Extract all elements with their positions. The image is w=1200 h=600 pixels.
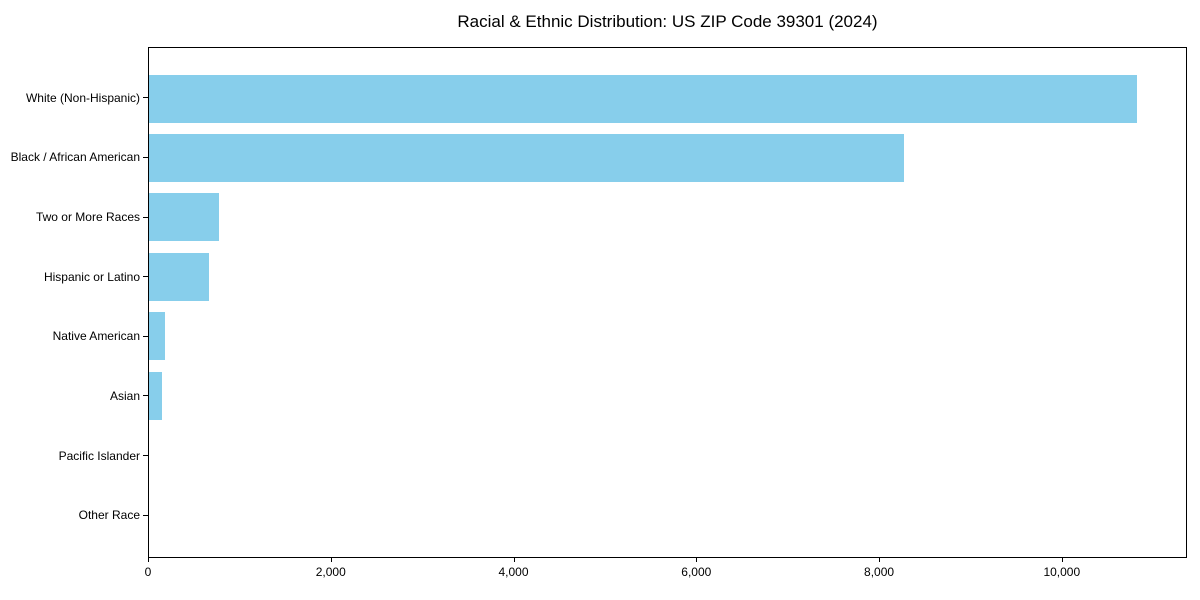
x-tick-mark [148, 558, 149, 562]
y-tick-label: Other Race [78, 508, 140, 523]
bar [149, 371, 163, 420]
x-tick-mark [879, 558, 881, 562]
y-label-row: Black / African American [0, 128, 148, 188]
bars-container [149, 48, 1186, 557]
x-tick-label: 6,000 [681, 565, 712, 579]
plot-area [148, 47, 1187, 558]
bar-row [149, 128, 1186, 187]
y-label-row: Two or More Races [0, 187, 148, 247]
bar-row [149, 485, 1186, 544]
x-tick-label: 10,000 [1043, 565, 1081, 579]
y-tick-mark [143, 216, 148, 218]
x-tick-label: 0 [144, 565, 152, 579]
bar [149, 193, 220, 242]
bar-row [149, 366, 1186, 425]
y-label-row: Asian [0, 366, 148, 426]
y-label-row: Hispanic or Latino [0, 247, 148, 307]
x-axis: 0 2,000 4,000 6,000 8,000 10,000 [144, 558, 1187, 592]
y-label-row: Pacific Islander [0, 426, 148, 486]
x-tick-label: 2,000 [315, 565, 346, 579]
bar-row [149, 69, 1186, 128]
y-tick-label: Hispanic or Latino [43, 269, 140, 284]
bar [149, 74, 1137, 123]
y-label-row: White (Non-Hispanic) [0, 68, 148, 128]
x-tick-label: 8,000 [864, 565, 895, 579]
y-tick-mark [143, 455, 148, 457]
x-tick-mark [696, 558, 698, 562]
y-tick-label: Native American [52, 329, 140, 344]
bar-row [149, 188, 1186, 247]
x-tick-mark [513, 558, 515, 562]
y-tick-mark [143, 156, 148, 158]
bar-row [149, 425, 1186, 484]
y-tick-mark [143, 276, 148, 278]
y-tick-label: Pacific Islander [58, 448, 140, 463]
y-tick-mark [143, 97, 148, 99]
bar [149, 134, 905, 183]
y-tick-label: Two or More Races [35, 210, 140, 225]
y-axis-labels: White (Non-Hispanic) Black / African Amer… [0, 47, 148, 558]
x-tick-mark [1061, 558, 1063, 562]
y-label-row: Other Race [0, 485, 148, 545]
bar [149, 312, 165, 361]
y-tick-label: Asian [109, 388, 140, 403]
y-label-row: Native American [0, 307, 148, 367]
y-tick-mark [143, 335, 148, 337]
chart-title: Racial & Ethnic Distribution: US ZIP Cod… [457, 12, 878, 31]
y-tick-mark [143, 514, 148, 516]
x-tick-mark [330, 558, 332, 562]
y-tick-label: Black / African American [10, 150, 140, 165]
x-tick-label: 4,000 [498, 565, 529, 579]
bar [149, 252, 209, 301]
bar-row [149, 247, 1186, 306]
y-tick-mark [143, 395, 148, 397]
y-tick-label: White (Non-Hispanic) [25, 90, 140, 105]
bar-row [149, 307, 1186, 366]
